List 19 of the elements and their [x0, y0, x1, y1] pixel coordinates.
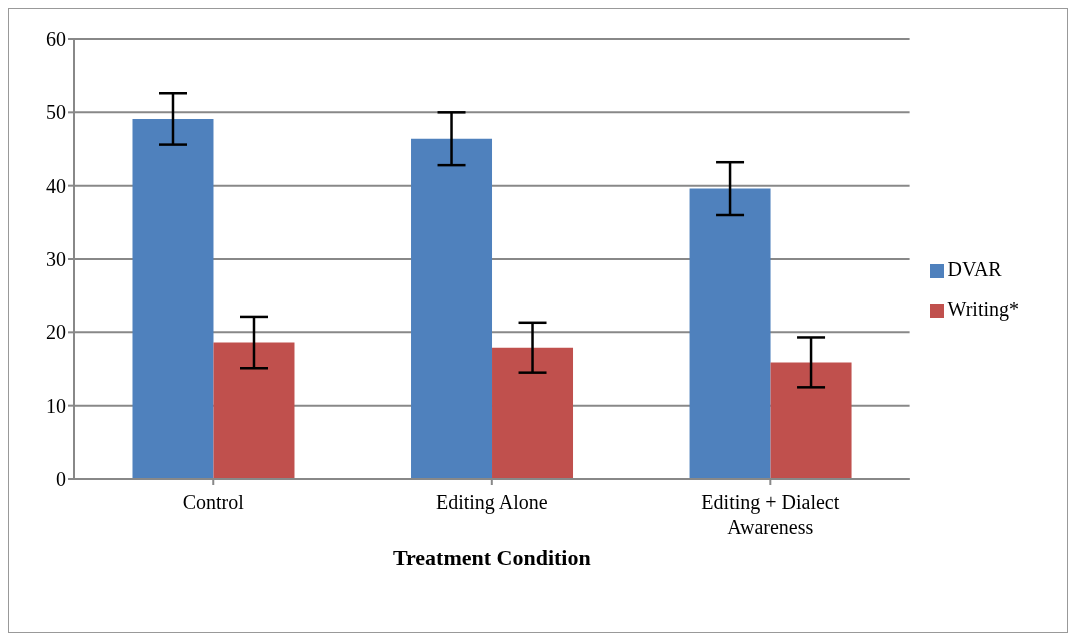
y-tick-label: 20	[46, 321, 66, 344]
bar	[213, 342, 295, 479]
bar	[770, 362, 852, 479]
bar	[411, 138, 493, 479]
y-tick-label: 30	[46, 248, 66, 271]
x-tick-label: Editing + Dialect Awareness	[701, 491, 840, 538]
x-tick-label: Editing Alone	[435, 491, 548, 514]
y-tick-label: 40	[46, 174, 66, 197]
x-tick-label: Control	[182, 491, 245, 513]
bar	[492, 347, 574, 479]
bar	[689, 188, 771, 479]
y-tick-label: 10	[46, 394, 66, 417]
legend-label: Writing*	[947, 298, 1019, 320]
y-tick-label: 0	[56, 468, 66, 491]
legend-label: DVAR	[947, 258, 1002, 280]
x-axis-title: Treatment Condition	[392, 545, 591, 570]
bar	[132, 118, 214, 479]
y-tick-label: 50	[46, 101, 66, 124]
y-tick-label: 60	[46, 28, 66, 51]
